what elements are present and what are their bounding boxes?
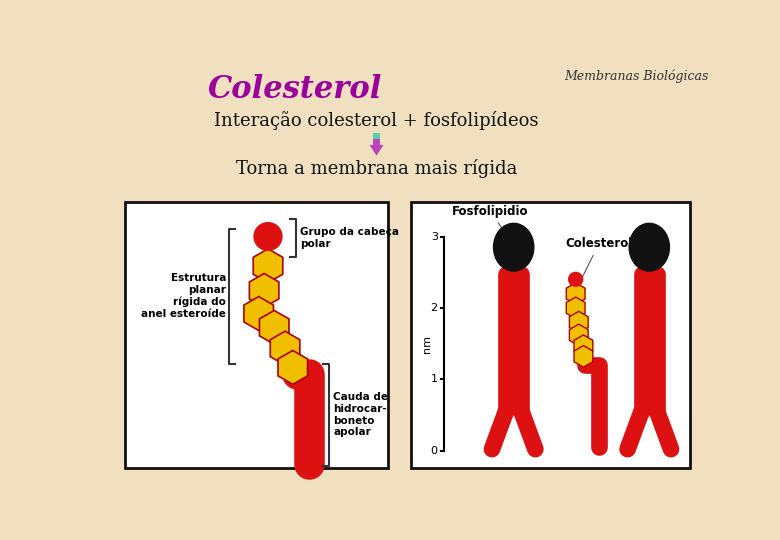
- Text: Colesterol: Colesterol: [208, 74, 382, 105]
- Text: Membranas Biológicas: Membranas Biológicas: [564, 70, 708, 83]
- Circle shape: [569, 272, 583, 286]
- Text: Estrutura
planar
rígida do
anel esteroíde: Estrutura planar rígida do anel esteroíd…: [141, 273, 226, 319]
- Text: Torna a membrana mais rígida: Torna a membrana mais rígida: [236, 159, 517, 178]
- Polygon shape: [374, 132, 380, 139]
- Polygon shape: [574, 346, 593, 367]
- Polygon shape: [244, 296, 274, 330]
- Text: Colesterol: Colesterol: [566, 237, 633, 280]
- Circle shape: [254, 222, 282, 251]
- Text: nm: nm: [422, 335, 432, 353]
- Polygon shape: [374, 139, 380, 145]
- Text: Interação colesterol + fosfolipídeos: Interação colesterol + fosfolipídeos: [215, 111, 539, 130]
- Text: 2: 2: [431, 303, 438, 313]
- Ellipse shape: [629, 224, 669, 271]
- Polygon shape: [574, 335, 593, 356]
- Polygon shape: [278, 350, 307, 384]
- Bar: [411, 202, 690, 468]
- Polygon shape: [566, 283, 585, 305]
- Text: Fosfolipidio: Fosfolipidio: [452, 205, 529, 238]
- Polygon shape: [250, 273, 279, 307]
- Polygon shape: [569, 312, 588, 333]
- Polygon shape: [569, 324, 588, 346]
- Polygon shape: [370, 145, 384, 156]
- Text: Grupo da cabeça
polar: Grupo da cabeça polar: [300, 227, 399, 249]
- Ellipse shape: [494, 224, 534, 271]
- Polygon shape: [260, 310, 289, 345]
- Text: 0: 0: [431, 446, 438, 456]
- Text: 3: 3: [431, 232, 438, 241]
- Text: 1: 1: [431, 374, 438, 384]
- Polygon shape: [566, 297, 585, 319]
- Polygon shape: [254, 249, 283, 283]
- Bar: [125, 202, 388, 468]
- Text: Cauda de
hidrocar-
boneto
apolar: Cauda de hidrocar- boneto apolar: [333, 393, 388, 437]
- Polygon shape: [271, 331, 300, 365]
